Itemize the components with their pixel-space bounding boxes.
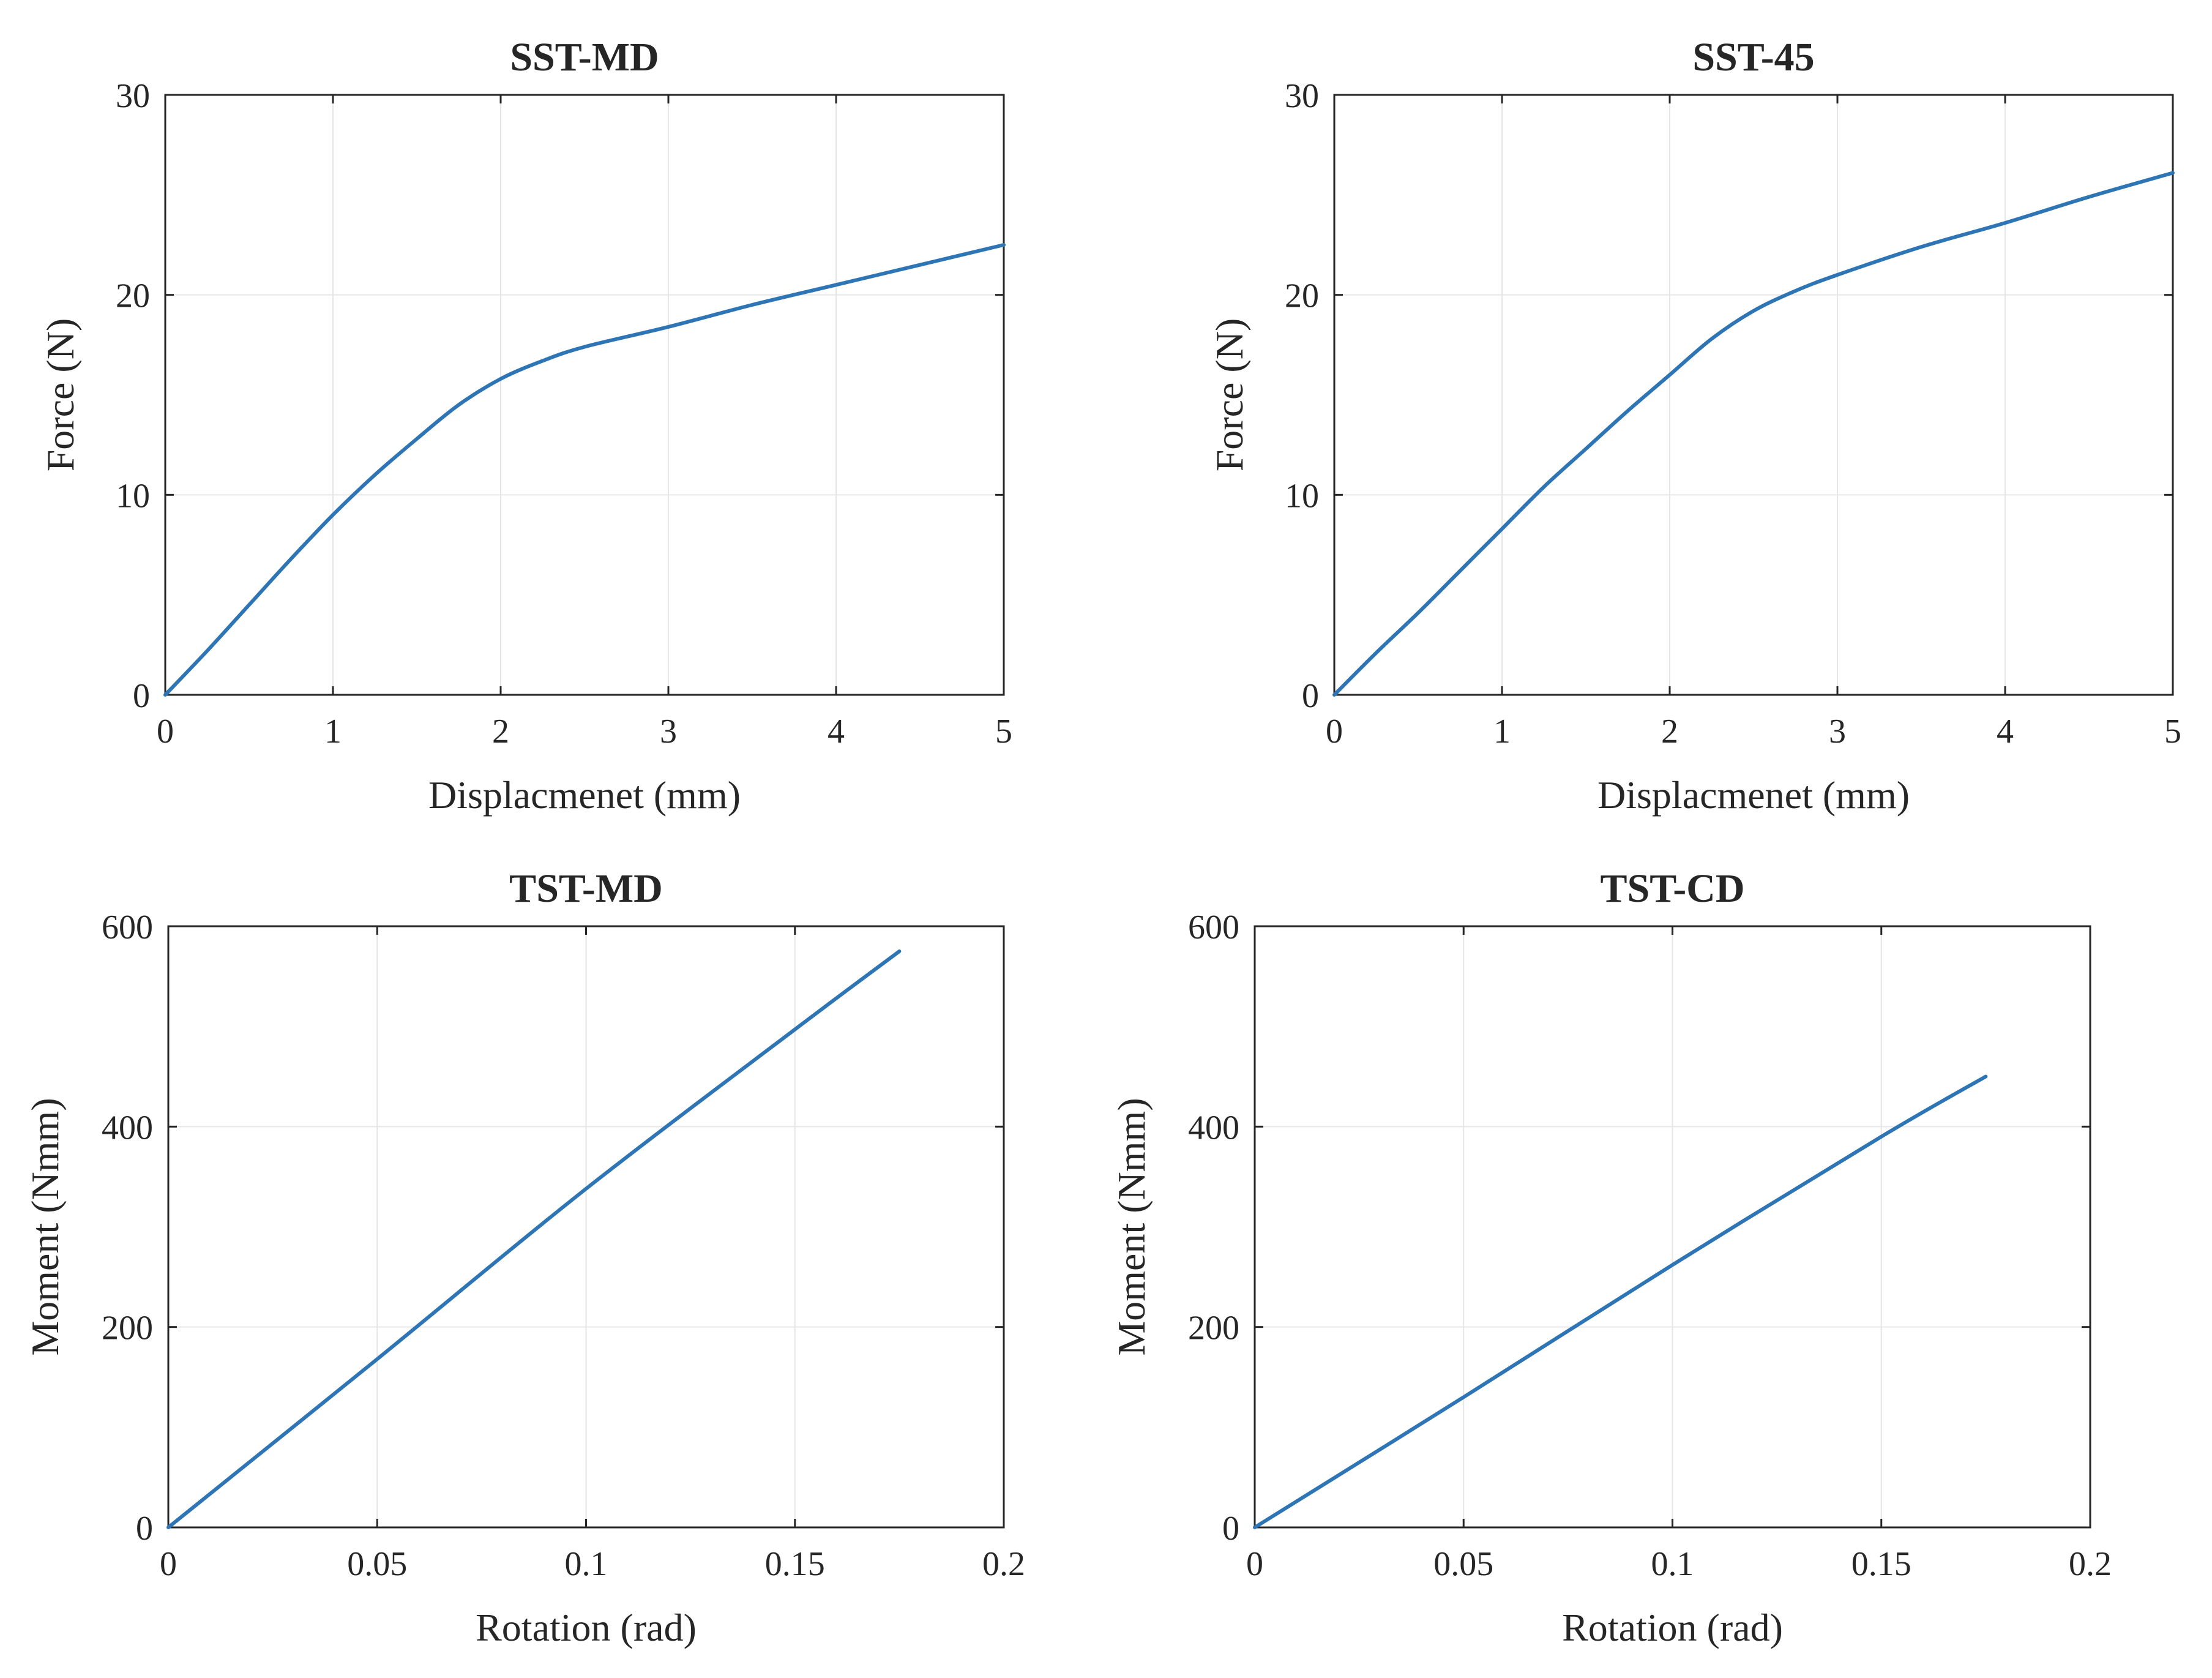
series-line	[166, 949, 902, 1529]
y-tick-label: 10	[1285, 477, 1319, 515]
axes-box	[164, 94, 1005, 696]
x-tick-label: 4	[828, 713, 845, 751]
x-tick-label: 0.05	[347, 1545, 407, 1583]
y-tick-label: 200	[1188, 1309, 1239, 1347]
y-tick-label: 30	[1285, 77, 1319, 115]
x-tick-label: 0	[160, 1545, 177, 1583]
y-tick-label: 0	[136, 1510, 153, 1548]
x-tick-label: 0	[1326, 713, 1343, 751]
y-tick-label: 10	[116, 477, 150, 515]
x-axis-label: Rotation (rad)	[476, 1606, 697, 1649]
y-axis-label: Moment (Nmm)	[23, 1098, 67, 1355]
x-tick-label: 2	[1661, 713, 1678, 751]
y-tick-label: 400	[1188, 1109, 1239, 1147]
series-line	[1332, 171, 2175, 697]
y-tick-label: 600	[102, 908, 153, 946]
series-line	[1253, 1074, 1988, 1529]
chart-tst-md: TST-MD Rotation (rad) Moment (Nmm) 0 0.05…	[23, 866, 1025, 1649]
y-tick-label: 20	[116, 277, 150, 315]
chart-title: TST-CD	[1601, 866, 1745, 911]
x-axis-label: Rotation (rad)	[1562, 1606, 1783, 1649]
chart-title: TST-MD	[509, 866, 663, 911]
y-axis-label: Moment (Nmm)	[1110, 1098, 1153, 1355]
x-tick-label: 0.1	[565, 1545, 608, 1583]
x-tick-label: 0.05	[1433, 1545, 1493, 1583]
x-tick-label: 0.15	[1851, 1545, 1911, 1583]
chart-title: SST-MD	[510, 35, 659, 80]
x-tick-label: 2	[492, 713, 509, 751]
y-axis-label: Force (N)	[39, 318, 82, 472]
y-tick-label: 30	[116, 77, 150, 115]
x-tick-label: 0.1	[1651, 1545, 1694, 1583]
x-tick-label: 5	[995, 713, 1012, 751]
x-axis-label: Displacmenet (mm)	[1597, 773, 1910, 817]
y-tick-label: 200	[102, 1309, 153, 1347]
x-tick-label: 0	[157, 713, 174, 751]
x-tick-label: 0.2	[982, 1545, 1025, 1583]
chart-sst-45: SST-45 Displacmenet (mm) Force (N) 0 1 2 3 4…	[1208, 35, 2181, 817]
x-tick-label: 0	[1246, 1545, 1263, 1583]
y-tick-label: 0	[1222, 1510, 1239, 1548]
y-axis-label: Force (N)	[1208, 318, 1251, 472]
x-tick-label: 0.15	[765, 1545, 825, 1583]
y-tick-label: 400	[102, 1109, 153, 1147]
y-tick-label: 0	[1302, 677, 1319, 715]
chart-sst-md: SST-MD Displacmenet (mm) Force (N) 0 1 2 3 4…	[39, 35, 1012, 817]
y-tick-label: 600	[1188, 908, 1239, 946]
chart-tst-cd: TST-CD Rotation (rad) Moment (Nmm) 0 0.05…	[1110, 866, 2112, 1649]
x-axis-label: Displacmenet (mm)	[428, 773, 741, 817]
y-tick-label: 20	[1285, 277, 1319, 315]
x-tick-label: 1	[1493, 713, 1511, 751]
x-tick-label: 3	[660, 713, 677, 751]
x-tick-label: 5	[2164, 713, 2181, 751]
series-line	[163, 243, 1006, 697]
x-tick-label: 4	[1997, 713, 2014, 751]
x-tick-label: 0.2	[2069, 1545, 2112, 1583]
axes-box	[1333, 94, 2174, 696]
y-tick-label: 0	[133, 677, 150, 715]
x-tick-label: 1	[324, 713, 342, 751]
chart-title: SST-45	[1692, 35, 1814, 80]
x-tick-label: 3	[1829, 713, 1846, 751]
